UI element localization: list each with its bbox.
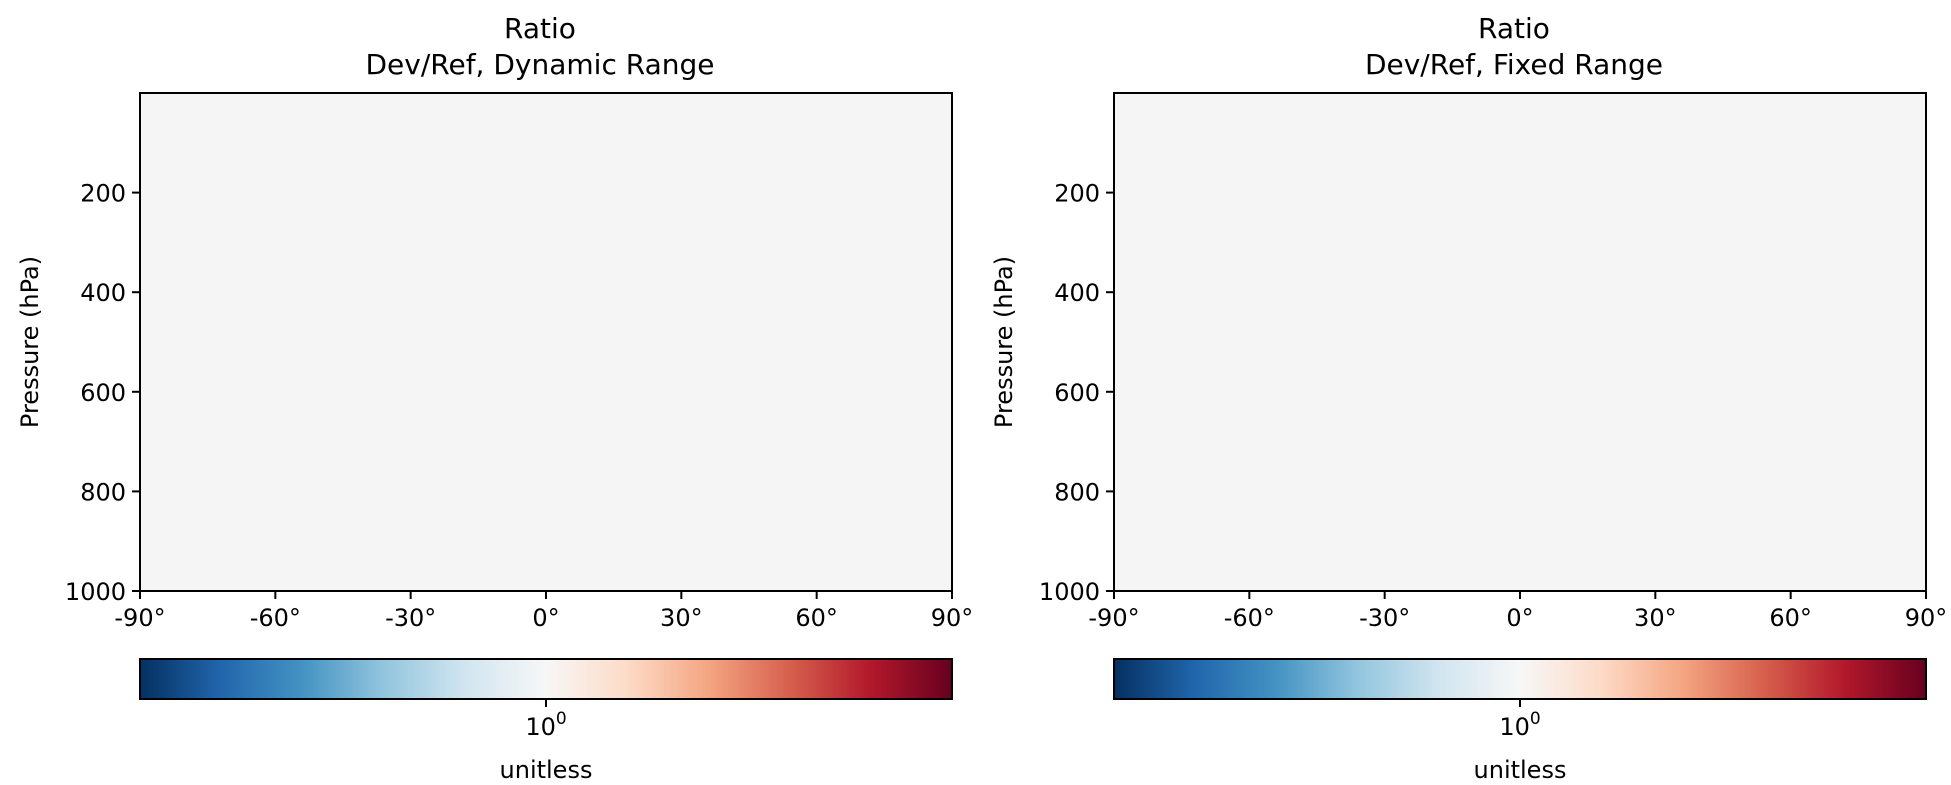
panel-dynamic-range: Ratio Dev/Ref, Dynamic Range -90° -60° -30… — [16, 12, 973, 784]
x-tick-label: -30° — [385, 604, 436, 632]
y-tick-label: 600 — [1054, 379, 1100, 407]
y-axis: 200 400 600 800 1000 — [1039, 180, 1114, 606]
x-tick-label: 0° — [532, 604, 559, 632]
x-axis: -90° -60° -30° 0° 30° 60° 90° — [1088, 591, 1947, 632]
colorbar-label: unitless — [1474, 756, 1567, 784]
colorbar-tick-label: 100 — [1499, 709, 1540, 741]
y-tick-label: 600 — [80, 379, 126, 407]
x-tick-label: 30° — [1634, 604, 1677, 632]
colorbar — [1113, 658, 1927, 700]
y-axis-label: Pressure (hPa) — [990, 256, 1018, 428]
x-axis: -90° -60° -30° 0° 30° 60° 90° — [114, 591, 973, 632]
y-tick-label: 200 — [1054, 180, 1100, 208]
x-tick-label: -60° — [1224, 604, 1275, 632]
y-axis-label: Pressure (hPa) — [16, 256, 44, 428]
heatmap-field — [140, 93, 952, 591]
y-tick-label: 400 — [80, 279, 126, 307]
x-tick-label: 60° — [1769, 604, 1812, 632]
colorbar — [139, 658, 953, 700]
x-tick-label: 60° — [795, 604, 838, 632]
x-tick-label: 90° — [931, 604, 974, 632]
x-tick-label: -60° — [250, 604, 301, 632]
y-tick-label: 1000 — [65, 578, 126, 606]
heatmap-field — [1114, 93, 1926, 591]
y-tick-label: 200 — [80, 180, 126, 208]
chart-title: Ratio — [504, 12, 576, 45]
colorbar-label: unitless — [500, 756, 593, 784]
x-tick-label: -90° — [1088, 604, 1139, 632]
chart-subtitle: Dev/Ref, Dynamic Range — [365, 48, 714, 81]
y-tick-label: 1000 — [1039, 578, 1100, 606]
colorbar-tick-label: 100 — [525, 709, 566, 741]
x-tick-label: -30° — [1359, 604, 1410, 632]
y-tick-label: 800 — [1054, 478, 1100, 506]
panel-fixed-range: Ratio Dev/Ref, Fixed Range -90° -60° -30° 0… — [990, 12, 1947, 784]
chart-subtitle: Dev/Ref, Fixed Range — [1365, 48, 1663, 81]
y-tick-label: 400 — [1054, 279, 1100, 307]
x-tick-label: 90° — [1905, 604, 1948, 632]
x-tick-label: 30° — [660, 604, 703, 632]
y-tick-label: 800 — [80, 478, 126, 506]
x-tick-label: 0° — [1506, 604, 1533, 632]
y-axis: 200 400 600 800 1000 — [65, 180, 140, 606]
x-tick-label: -90° — [114, 604, 165, 632]
chart-title: Ratio — [1478, 12, 1550, 45]
